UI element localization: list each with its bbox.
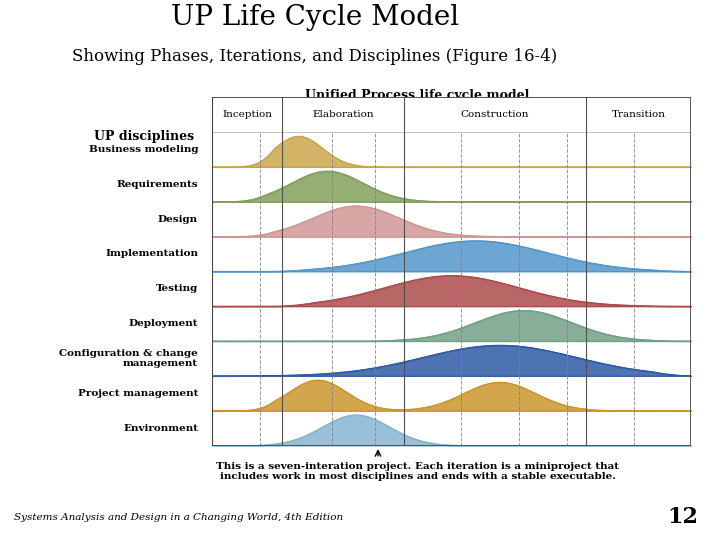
Text: 12: 12 xyxy=(667,506,698,528)
Text: Environment: Environment xyxy=(123,423,198,433)
Text: Transition: Transition xyxy=(611,110,665,119)
Text: Construction: Construction xyxy=(461,110,529,119)
Text: Inception: Inception xyxy=(222,110,272,119)
Text: Requirements: Requirements xyxy=(117,180,198,189)
Text: Configuration & change
management: Configuration & change management xyxy=(59,349,198,368)
Text: Deployment: Deployment xyxy=(129,319,198,328)
Text: Design: Design xyxy=(158,214,198,224)
Text: UP phases: UP phases xyxy=(223,105,296,118)
Text: Project management: Project management xyxy=(78,389,198,398)
Text: Unified Process life cycle model: Unified Process life cycle model xyxy=(305,89,530,102)
Text: Testing: Testing xyxy=(156,284,198,293)
Text: Business modeling: Business modeling xyxy=(89,145,198,154)
Text: UP Life Cycle Model: UP Life Cycle Model xyxy=(171,4,459,31)
Text: 16: 16 xyxy=(656,15,694,42)
Text: Showing Phases, Iterations, and Disciplines (Figure 16-4): Showing Phases, Iterations, and Discipli… xyxy=(73,48,557,65)
Bar xyxy=(212,97,691,132)
Text: This is a seven-interation project. Each iteration is a miniproject that
include: This is a seven-interation project. Each… xyxy=(216,462,619,481)
Text: Systems Analysis and Design in a Changing World, 4th Edition: Systems Analysis and Design in a Changin… xyxy=(14,512,343,522)
Text: UP disciplines: UP disciplines xyxy=(94,130,194,143)
Text: Elaboration: Elaboration xyxy=(312,110,374,119)
Text: Implementation: Implementation xyxy=(105,249,198,259)
